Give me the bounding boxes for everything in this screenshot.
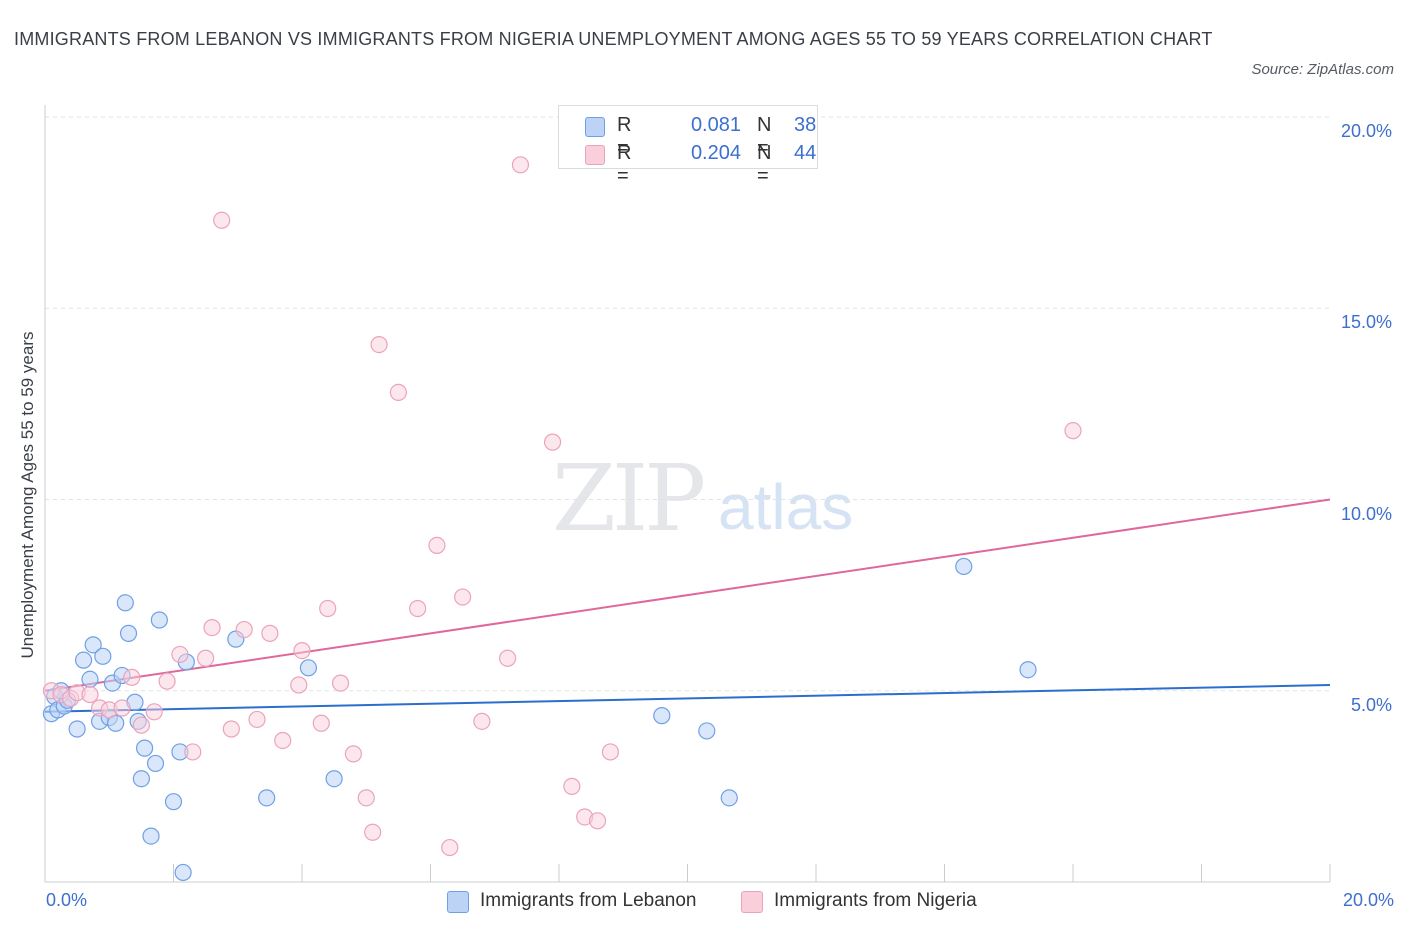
point-lebanon (132, 770, 150, 788)
legend-n-label: N = (757, 142, 772, 187)
point-lebanon (164, 793, 183, 811)
point-lebanon (325, 770, 343, 788)
legend-swatch-nigeria (585, 145, 605, 165)
x-tick-label-max: 20.0% (1342, 890, 1394, 910)
chart-title: IMMIGRANTS FROM LEBANON VS IMMIGRANTS FR… (14, 29, 1213, 49)
legend-n-label: N = (757, 114, 772, 159)
point-nigeria (588, 812, 607, 830)
point-lebanon (146, 754, 165, 773)
point-nigeria (158, 672, 176, 690)
point-nigeria (409, 599, 427, 618)
watermark-zip: ZIP (552, 445, 706, 552)
bottom-legend-label-lebanon: Immigrants from Lebanon (480, 890, 697, 911)
point-nigeria (370, 335, 388, 354)
legend-r-label: R = (617, 142, 632, 187)
y-tick-label: 10.0% (1340, 503, 1392, 524)
source-label: Source: ZipAtlas.com (1251, 61, 1394, 78)
legend-n-value: 44 (794, 142, 817, 164)
point-nigeria (248, 710, 266, 729)
point-lebanon (74, 651, 93, 669)
point-lebanon (698, 722, 716, 740)
stats-legend: R = 0.081 N = 38 R = 0.204 N = 44 (558, 105, 818, 187)
point-nigeria (319, 599, 337, 618)
y-axis-label: Unemployment Among Ages 55 to 59 years (18, 331, 37, 659)
point-lebanon (94, 647, 112, 665)
point-nigeria (473, 712, 491, 730)
y-tick-label: 15.0% (1340, 312, 1392, 333)
point-nigeria (171, 645, 189, 664)
point-lebanon (299, 659, 318, 677)
point-lebanon (955, 557, 973, 576)
point-lebanon (720, 789, 738, 807)
point-nigeria (331, 674, 350, 692)
point-nigeria (145, 703, 163, 721)
point-nigeria (132, 716, 150, 734)
point-nigeria (274, 731, 292, 750)
point-nigeria (290, 676, 308, 694)
point-lebanon (653, 707, 671, 725)
legend-r-value: 0.081 (690, 114, 741, 136)
point-nigeria (563, 777, 581, 795)
point-nigeria (197, 649, 215, 667)
point-lebanon (84, 636, 102, 654)
grid-lines (45, 116, 1330, 692)
legend-swatch-lebanon (585, 117, 605, 137)
y-tick-label: 20.0% (1340, 121, 1392, 141)
legend-n-value: 38 (794, 114, 817, 136)
point-lebanon (135, 739, 154, 757)
point-nigeria (601, 743, 620, 761)
point-lebanon (116, 594, 134, 612)
trend-lines (44, 498, 1331, 713)
point-nigeria (261, 624, 279, 642)
bottom-legend-swatch-lebanon (447, 891, 469, 913)
point-nigeria (389, 383, 407, 401)
point-nigeria (213, 211, 231, 229)
point-nigeria (312, 714, 330, 732)
point-nigeria (364, 823, 382, 841)
point-lebanon (68, 720, 86, 738)
legend-r-label: R = (617, 114, 632, 159)
watermark-atlas: atlas (718, 471, 854, 543)
point-lebanon (174, 863, 192, 882)
point-nigeria (222, 720, 240, 738)
legend-r-value: 0.204 (690, 142, 741, 164)
nigeria-points (42, 156, 1082, 857)
point-lebanon (119, 624, 138, 642)
point-lebanon (150, 611, 168, 629)
point-nigeria (511, 156, 530, 174)
y-tick-label: 5.0% (1350, 694, 1392, 715)
point-nigeria (235, 620, 253, 639)
bottom-legend-label-nigeria: Immigrants from Nigeria (774, 890, 977, 911)
point-nigeria (454, 588, 472, 606)
lebanon-points (42, 557, 1037, 882)
point-nigeria (499, 649, 517, 667)
trend-line-nigeria (44, 498, 1331, 692)
point-nigeria (203, 619, 221, 637)
point-nigeria (543, 433, 562, 451)
point-lebanon (81, 670, 99, 688)
axes (44, 105, 1331, 883)
point-nigeria (81, 685, 99, 704)
point-lebanon (258, 789, 276, 807)
point-nigeria (184, 743, 202, 761)
point-nigeria (1064, 422, 1082, 440)
point-nigeria (357, 789, 375, 807)
point-nigeria (428, 536, 446, 555)
point-lebanon (1019, 661, 1037, 679)
point-nigeria (293, 641, 311, 660)
trend-line-lebanon (44, 684, 1331, 713)
point-lebanon (142, 827, 160, 845)
bottom-legend-swatch-nigeria (741, 891, 763, 913)
x-tick-label-min: 0.0% (46, 890, 88, 910)
point-nigeria (113, 699, 131, 717)
point-nigeria (344, 745, 362, 763)
point-nigeria (123, 668, 141, 686)
point-nigeria (441, 838, 459, 857)
